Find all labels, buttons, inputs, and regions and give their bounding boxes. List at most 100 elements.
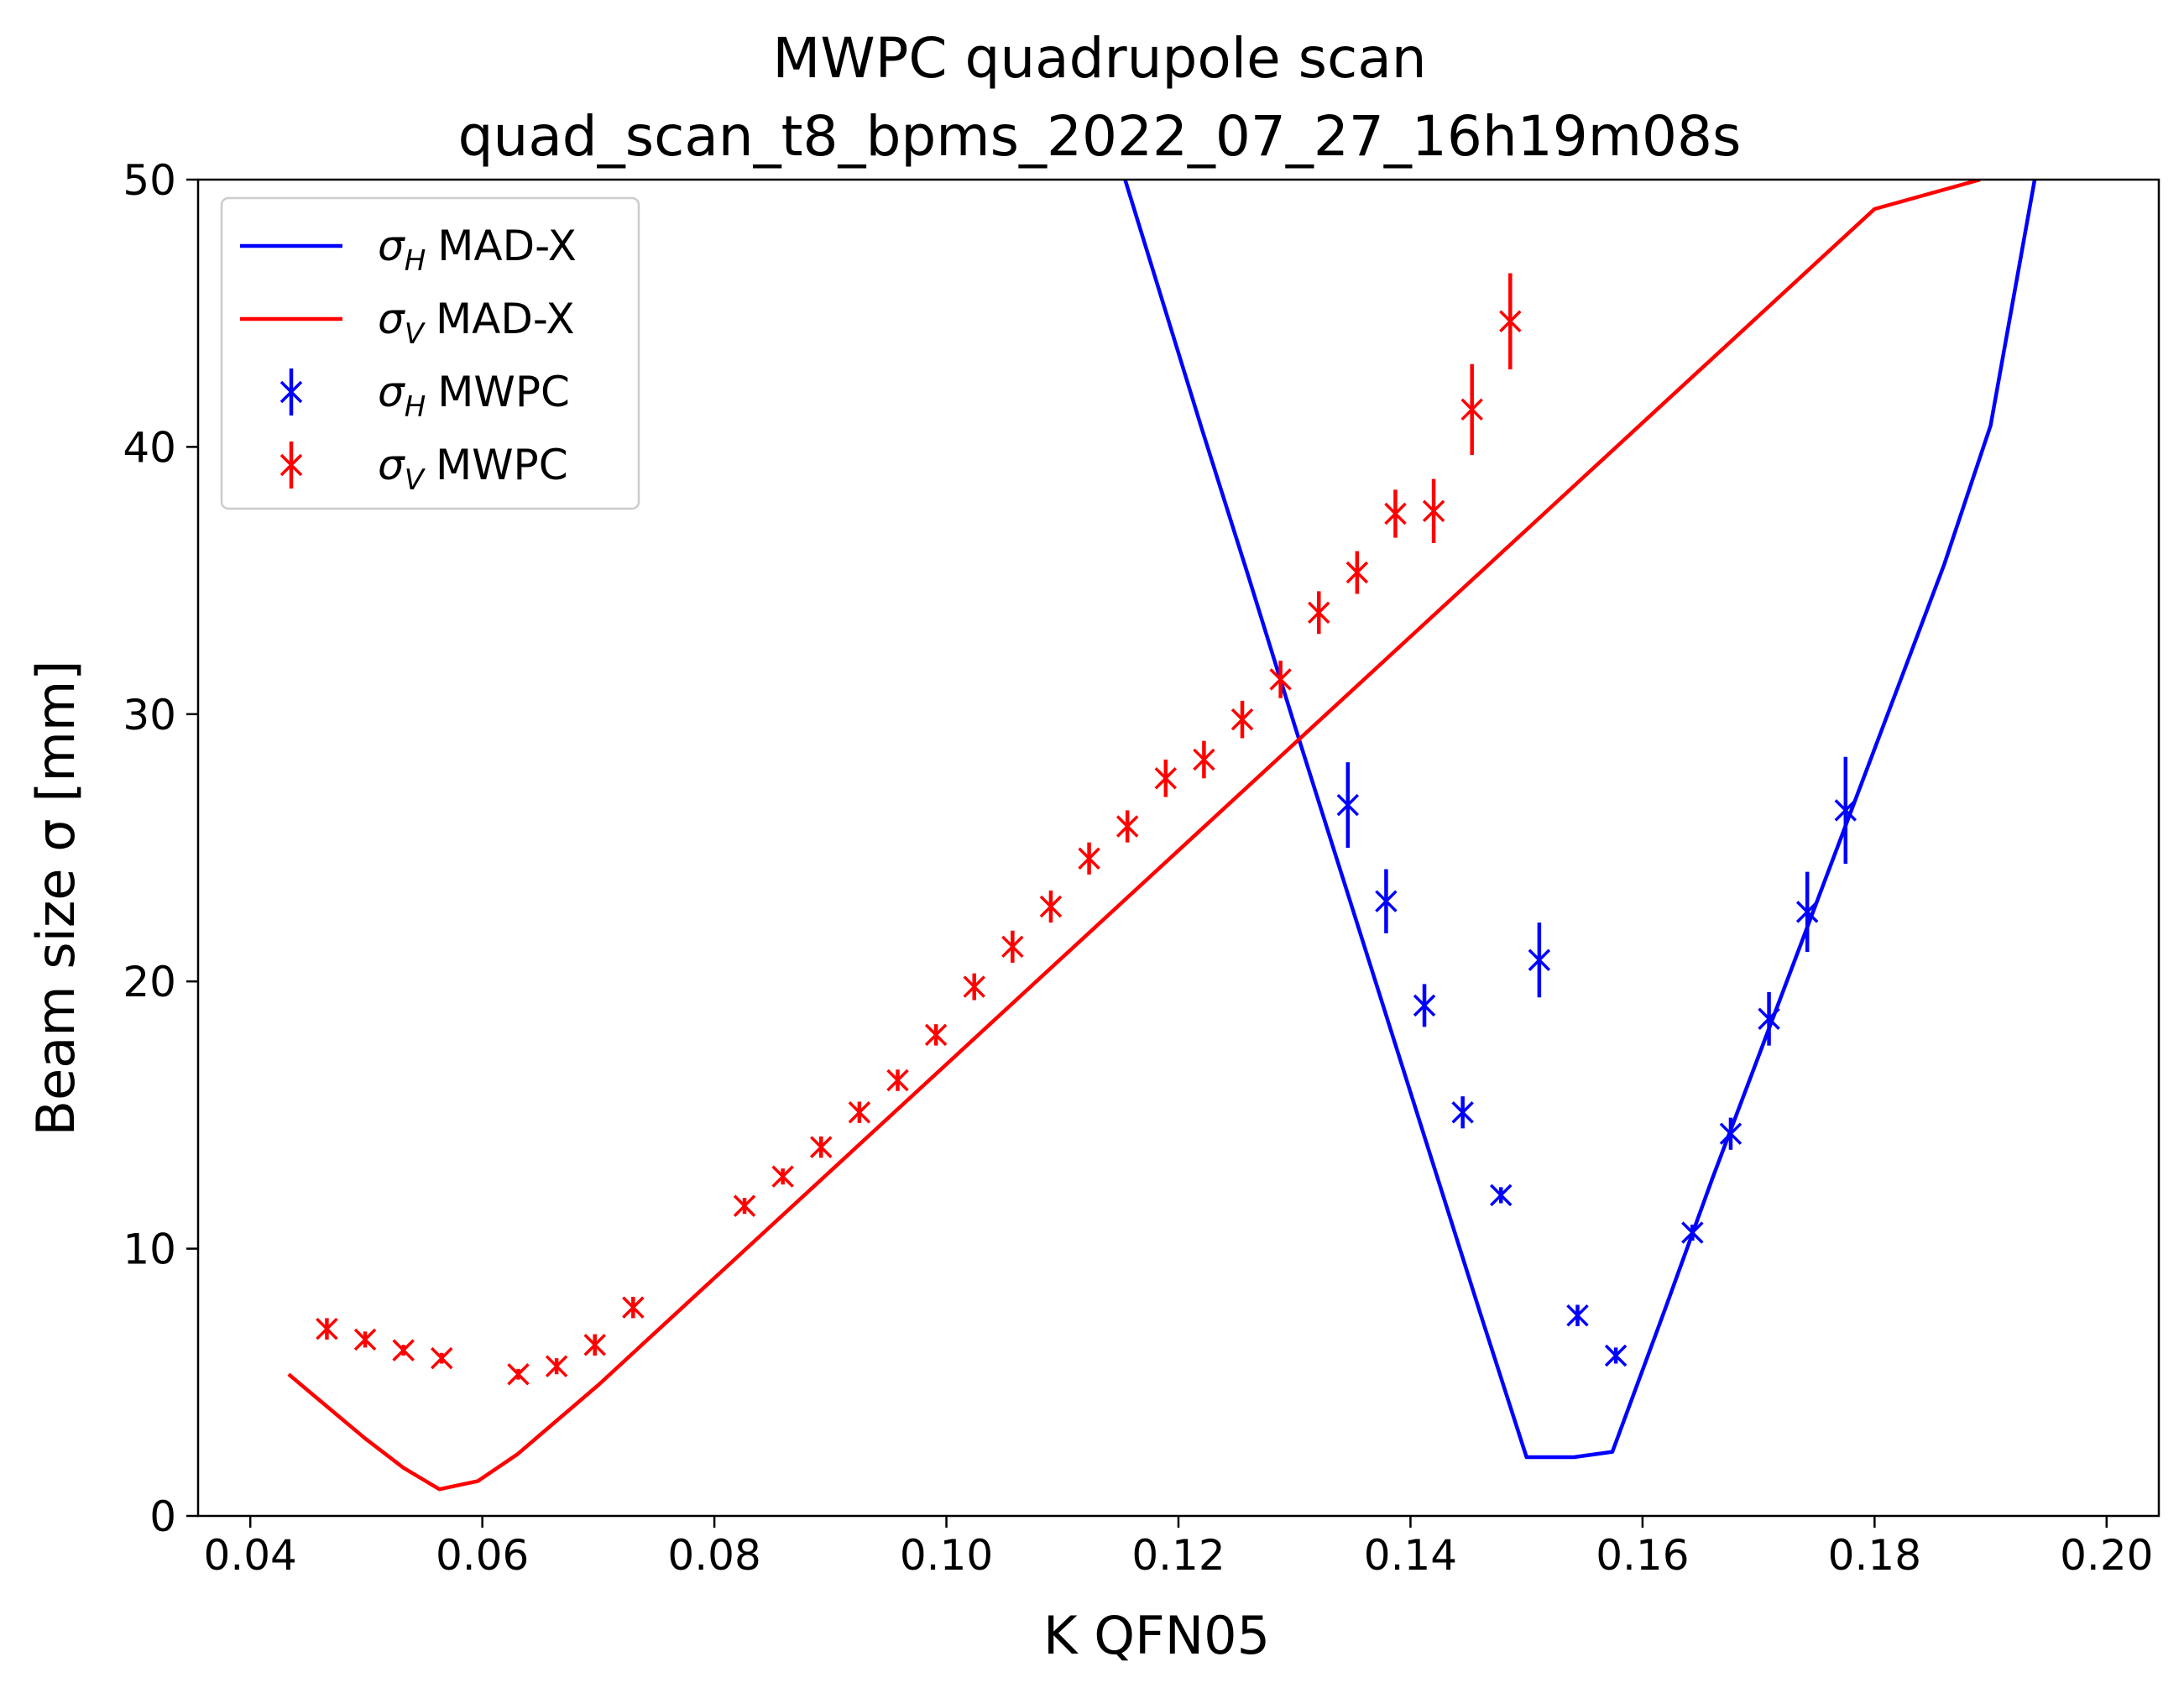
x-marker (1001, 935, 1024, 959)
point-mwpc-h (1375, 869, 1398, 933)
point-mwpc-h (1719, 1117, 1742, 1150)
line-mad-x-v (287, 180, 1981, 1492)
x-marker (733, 1194, 756, 1217)
point-mwpc-h (1758, 991, 1780, 1046)
y-tick-label: 50 (123, 156, 176, 205)
point-mwpc-v (1308, 591, 1330, 635)
point-mwpc-v (1116, 810, 1139, 843)
point-mwpc-v (1384, 489, 1407, 538)
x-marker (963, 975, 985, 998)
legend-box (220, 196, 640, 510)
point-mwpc-v (886, 1069, 909, 1092)
legend-label: σV MWPC (378, 441, 568, 497)
point-mwpc-h (1795, 871, 1819, 953)
x-marker (583, 1333, 606, 1356)
point-mwpc-h (1528, 922, 1551, 998)
x-marker (810, 1136, 833, 1158)
chart-title: MWPC quadrupole scan (772, 26, 1426, 91)
x-marker (1154, 766, 1178, 790)
x-marker (1336, 793, 1360, 817)
x-marker (1834, 799, 1857, 822)
point-mwpc-v (1499, 273, 1522, 370)
x-marker (431, 1346, 453, 1370)
x-marker (1604, 1344, 1628, 1367)
legend-label: σV MAD-X (378, 295, 575, 351)
x-marker (1116, 815, 1139, 838)
point-mwpc-v (545, 1355, 568, 1377)
point-mwpc-v (848, 1100, 871, 1124)
x-marker (392, 1339, 415, 1361)
x-tick-label: 0.14 (1364, 1531, 1457, 1580)
series-mad-x-v (287, 180, 1981, 1492)
x-marker (622, 1296, 645, 1319)
point-mwpc-v (810, 1136, 833, 1158)
x-marker (924, 1023, 948, 1047)
point-mwpc-v (392, 1339, 415, 1361)
x-marker (1375, 890, 1398, 912)
point-mwpc-v (1269, 661, 1292, 698)
point-mwpc-h (1336, 762, 1360, 848)
x-tick-label: 0.08 (667, 1531, 760, 1580)
point-mwpc-h (1604, 1344, 1628, 1367)
x-marker (1384, 502, 1407, 525)
point-mwpc-v (1078, 842, 1100, 875)
x-tick-label: 0.06 (436, 1531, 529, 1580)
y-tick-label: 40 (123, 423, 176, 472)
x-axis-ticks: 0.04 0.06 0.08 0.10 0.12 0.14 0.16 0.18 0.20 (204, 1516, 2153, 1580)
series-mad-x-h (1123, 180, 2037, 1460)
point-mwpc-v (733, 1194, 756, 1217)
x-marker (1566, 1304, 1589, 1327)
legend-item-mad-x-h: σH MAD-X (240, 222, 577, 278)
point-mwpc-v (1193, 740, 1215, 779)
point-mwpc-v (622, 1296, 645, 1319)
y-tick-label: 20 (123, 958, 176, 1006)
x-marker (1451, 1100, 1474, 1124)
point-mwpc-h (1451, 1096, 1474, 1129)
x-marker (1795, 901, 1819, 923)
point-mwpc-v (1001, 930, 1024, 963)
legend-label: σH MAD-X (378, 222, 577, 278)
point-mwpc-v (431, 1346, 453, 1370)
x-marker (1758, 1007, 1780, 1031)
point-mwpc-v (316, 1317, 338, 1340)
x-marker (1345, 561, 1369, 584)
legend-item-mad-x-v: σV MAD-X (240, 295, 575, 351)
x-marker (1499, 310, 1522, 332)
x-marker (1681, 1221, 1704, 1244)
x-marker (1528, 949, 1551, 971)
x-tick-label: 0.10 (900, 1531, 993, 1580)
plot-area (287, 180, 2037, 1492)
point-mwpc-v (1230, 700, 1254, 739)
x-marker (1078, 847, 1100, 870)
x-marker (507, 1363, 530, 1386)
point-mwpc-h (1566, 1304, 1589, 1327)
point-mwpc-h (1413, 984, 1436, 1027)
x-tick-label: 0.16 (1596, 1531, 1689, 1580)
point-mwpc-h (1681, 1221, 1704, 1244)
legend-item-mwpc-h: σH MWPC (280, 368, 570, 424)
x-marker (1490, 1184, 1513, 1207)
x-marker (1039, 895, 1063, 918)
point-mwpc-v (1422, 478, 1445, 544)
legend-item-mwpc-v: σV MWPC (280, 441, 568, 497)
line-mad-x-h (1123, 180, 2037, 1460)
y-axis-label: Beam size σ [mm] (25, 661, 86, 1137)
legend: σH MAD-X σV MAD-X σH MWPC σV MWPC (220, 196, 640, 510)
legend-swatch-marker (280, 453, 303, 477)
point-mwpc-v (1039, 890, 1063, 923)
point-mwpc-v (353, 1328, 377, 1351)
x-tick-label: 0.04 (204, 1531, 297, 1580)
x-marker (1413, 994, 1436, 1017)
point-mwpc-v (771, 1165, 794, 1188)
point-mwpc-v (1345, 551, 1369, 594)
y-tick-label: 10 (123, 1225, 176, 1274)
chart-subtitle: quad_scan_t8_bpms_2022_07_27_16h19m08s (458, 104, 1742, 169)
point-mwpc-v (507, 1363, 530, 1386)
legend-label: σH MWPC (378, 368, 570, 424)
y-tick-label: 30 (123, 691, 176, 739)
x-tick-label: 0.18 (1828, 1531, 1921, 1580)
point-mwpc-v (1154, 759, 1178, 797)
x-marker (1230, 708, 1254, 731)
x-marker (771, 1165, 794, 1188)
